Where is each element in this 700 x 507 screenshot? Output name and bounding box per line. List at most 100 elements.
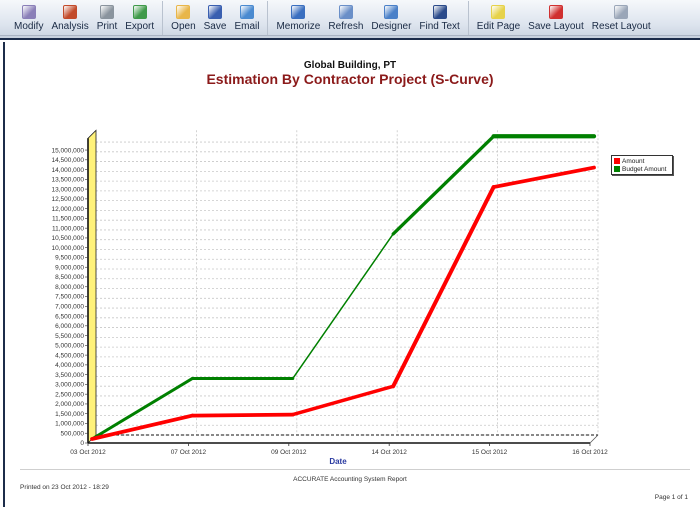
x-axis-label: Date — [329, 457, 347, 466]
y-tick-label: 3,000,000 — [55, 382, 84, 389]
y-tick-label: 10,500,000 — [51, 235, 84, 242]
series-line-amount — [391, 185, 496, 389]
toolbar-button-label: Save — [203, 21, 227, 32]
open-folder-icon — [176, 5, 191, 19]
footer-page-info: Page 1 of 1 — [654, 494, 688, 501]
chart-legend: Amount Budget Amount — [611, 155, 673, 175]
series-line-budget-amount — [391, 134, 496, 236]
footer-printed-on: Printed on 23 Oct 2012 - 18:29 — [20, 484, 109, 491]
report-title: Estimation By Contractor Project (S-Curv… — [206, 71, 494, 87]
open-button[interactable]: Open — [167, 1, 199, 35]
series-line-amount — [291, 384, 395, 417]
legend-item-amount: Amount — [614, 157, 670, 165]
series-line-amount — [90, 413, 195, 441]
refresh-button[interactable]: Refresh — [324, 1, 367, 35]
y-tick-label: 10,000,000 — [51, 245, 84, 252]
print-icon — [99, 5, 114, 19]
toolbar-button-label: Designer — [371, 21, 412, 32]
x-tick-label: 15 Oct 2012 — [472, 449, 508, 456]
export-button[interactable]: Export — [121, 1, 158, 35]
modify-button[interactable]: Modify — [10, 1, 47, 35]
y-tick-label: 14,000,000 — [51, 167, 84, 174]
email-button[interactable]: Email — [230, 1, 263, 35]
analysis-button[interactable]: Analysis — [47, 1, 92, 35]
y-tick-label: 6,500,000 — [55, 313, 84, 320]
toolbar-button-label: Modify — [14, 21, 44, 32]
toolbar-button-label: Analysis — [51, 21, 89, 32]
binoculars-icon — [432, 5, 447, 19]
export-icon — [132, 5, 147, 19]
refresh-icon — [338, 5, 353, 19]
toolbar-button-label: Edit Page — [476, 21, 521, 32]
y-tick-label: 2,000,000 — [55, 401, 84, 408]
toolbar-button-label: Refresh — [328, 21, 364, 32]
analysis-icon — [63, 5, 78, 19]
series-line-budget-amount — [90, 376, 194, 441]
y-tick-label: 14,500,000 — [51, 157, 84, 164]
save-layout-button[interactable]: Save Layout — [524, 1, 588, 35]
y-tick-label: 8,500,000 — [55, 274, 84, 281]
reset-layout-button[interactable]: Reset Layout — [588, 1, 655, 35]
toolbar-button-label: Reset Layout — [591, 21, 651, 32]
y-tick-label: 13,000,000 — [51, 186, 84, 193]
toolbar-button-label: Email — [234, 21, 260, 32]
toolbar-separator — [0, 36, 700, 40]
save-button[interactable]: Save — [200, 1, 231, 35]
y-tick-label: 12,500,000 — [51, 196, 84, 203]
y-tick-label: 3,500,000 — [55, 372, 84, 379]
designer-button[interactable]: Designer — [367, 1, 415, 35]
toolbar-button-label: Export — [125, 21, 155, 32]
find-text-button[interactable]: Find Text — [415, 1, 463, 35]
toolbar-group: Edit Page Save Layout Reset Layout — [473, 1, 659, 35]
y-tick-label: 12,000,000 — [51, 206, 84, 213]
x-tick-label: 07 Oct 2012 — [171, 449, 207, 456]
y-tick-label: 11,500,000 — [52, 216, 84, 223]
y-tick-label: 1,500,000 — [55, 411, 84, 418]
x-tick-label: 14 Oct 2012 — [371, 449, 407, 456]
y-tick-label: 5,500,000 — [55, 333, 84, 340]
y-tick-label: 13,500,000 — [51, 177, 84, 184]
toolbar-button-label: Print — [96, 21, 118, 32]
save-disk-icon — [208, 5, 223, 19]
y-tick-label: 5,000,000 — [55, 343, 84, 350]
save-layout-icon — [548, 5, 563, 19]
legend-label: Budget Amount — [622, 165, 667, 173]
footer-report-source: ACCURATE Accounting System Report — [293, 476, 407, 483]
y-tick-label: 9,500,000 — [55, 255, 84, 262]
x-tick-label: 09 Oct 2012 — [271, 449, 307, 456]
y-tick-label: 2,500,000 — [55, 391, 84, 398]
series-line-budget-amount — [292, 233, 394, 380]
toolbar-button-label: Save Layout — [528, 21, 584, 32]
y-tick-label: 15,000,000 — [51, 147, 84, 154]
email-icon — [239, 5, 254, 19]
toolbar-button-label: Open — [171, 21, 196, 32]
legend-swatch-budget-amount — [614, 166, 620, 172]
toolbar-button-label: Memorize — [276, 21, 321, 32]
toolbar-button-label: Find Text — [419, 21, 460, 32]
toolbar-group: Open Save Email — [167, 1, 269, 35]
toolbar-group: Memorize Refresh Designer Find Text — [272, 1, 469, 35]
legend-swatch-amount — [614, 158, 620, 164]
print-button[interactable]: Print — [93, 1, 122, 35]
y-tick-label: 9,000,000 — [55, 264, 84, 271]
edit-page-button[interactable]: Edit Page — [473, 1, 524, 35]
y-tick-label: 4,500,000 — [55, 352, 84, 359]
report-page — [3, 42, 700, 507]
legend-item-budget-amount: Budget Amount — [614, 165, 670, 173]
toolbar-group: Modify Analysis Print Export — [10, 1, 164, 35]
x-tick-label: 16 Oct 2012 — [572, 449, 608, 456]
memorize-icon — [291, 5, 306, 19]
report-toolbar: Modify Analysis Print Export Open Save Email Me… — [0, 0, 700, 36]
legend-label: Amount — [622, 157, 645, 165]
series-line-amount — [491, 165, 596, 189]
y-tick-label: 0 — [80, 440, 84, 447]
y-tick-label: 7,000,000 — [55, 303, 84, 310]
y-tick-label: 1,000,000 — [55, 421, 84, 428]
x-tick-label: 03 Oct 2012 — [70, 449, 106, 456]
edit-page-icon — [491, 5, 506, 19]
y-tick-label: 7,500,000 — [55, 294, 84, 301]
y-tick-label: 8,000,000 — [55, 284, 84, 291]
memorize-button[interactable]: Memorize — [272, 1, 324, 35]
y-tick-label: 500,000 — [61, 430, 85, 437]
